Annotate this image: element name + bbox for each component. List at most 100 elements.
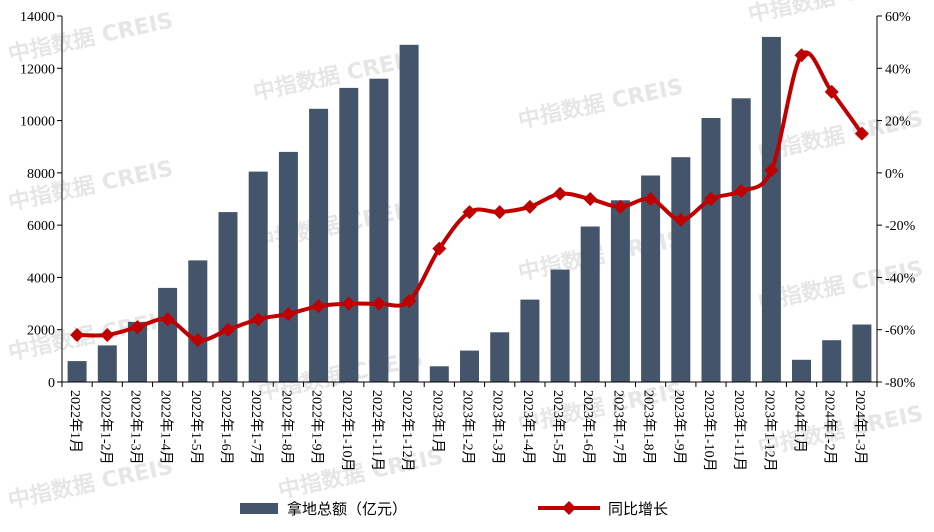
y-left-tick-label: 0 bbox=[48, 376, 55, 391]
legend: 拿地总额（亿元） 同比增长 bbox=[240, 500, 668, 518]
legend-bar-label: 拿地总额（亿元） bbox=[287, 500, 407, 518]
bar bbox=[128, 321, 147, 382]
line-point bbox=[673, 212, 688, 227]
x-tick-label: 2024年1月 bbox=[792, 390, 808, 453]
bar bbox=[520, 299, 540, 382]
legend-line-label: 同比增长 bbox=[608, 501, 668, 518]
bar bbox=[641, 175, 661, 382]
bar bbox=[610, 200, 630, 382]
watermark-text: 中指数据 CREIS bbox=[6, 156, 176, 216]
bar bbox=[731, 98, 751, 383]
line-point bbox=[764, 163, 779, 178]
y-right-tick-label: -40% bbox=[885, 271, 916, 286]
bar bbox=[490, 332, 510, 382]
line-point bbox=[734, 184, 749, 199]
x-tick-label: 2023年1-6月 bbox=[580, 390, 596, 465]
line-series bbox=[70, 48, 869, 348]
bar bbox=[429, 366, 449, 382]
x-tick-label: 2022年1-9月 bbox=[309, 390, 325, 465]
x-tick-label: 2022年1-3月 bbox=[127, 390, 143, 465]
x-tick-label: 2022年1-8月 bbox=[278, 390, 294, 465]
bar bbox=[309, 108, 329, 383]
line-point bbox=[221, 322, 236, 337]
bar bbox=[460, 350, 479, 382]
y-left-tick-label: 2000 bbox=[27, 324, 55, 339]
line-point bbox=[130, 320, 145, 335]
bar bbox=[701, 118, 721, 382]
line-point bbox=[341, 296, 356, 311]
x-tick-label: 2024年1-2月 bbox=[822, 390, 838, 465]
watermark-text: 中指数据 CREIS bbox=[251, 196, 421, 256]
line-point bbox=[553, 186, 568, 201]
x-tick-label: 2023年1月 bbox=[429, 390, 445, 453]
line-point bbox=[190, 333, 205, 348]
line-point bbox=[100, 327, 115, 342]
line-point bbox=[794, 48, 809, 63]
x-tick-label: 2023年1-11月 bbox=[731, 390, 747, 471]
watermark-text: 中指数据 CREIS bbox=[276, 444, 446, 504]
line-point bbox=[402, 293, 417, 308]
line-point bbox=[522, 199, 537, 214]
bar bbox=[580, 226, 600, 382]
bar bbox=[369, 78, 389, 382]
bar bbox=[399, 44, 419, 383]
x-axis-labels: 2022年1月 2022年1-2月 2022年1-3月 2022年1-4月 2022年1… bbox=[67, 390, 868, 472]
bar bbox=[550, 269, 570, 382]
y-right-tick-label: 40% bbox=[885, 62, 911, 77]
y-left-tick-label: 10000 bbox=[20, 115, 55, 130]
x-tick-label: 2023年1-7月 bbox=[610, 390, 626, 465]
x-tick-label: 2024年1-3月 bbox=[852, 390, 868, 465]
y-right-tick-label: -60% bbox=[885, 324, 916, 339]
y-right-tick-label: 0% bbox=[885, 167, 904, 182]
x-tick-label: 2023年1-2月 bbox=[460, 390, 476, 465]
line-point bbox=[70, 327, 85, 342]
line-point bbox=[703, 192, 718, 206]
line-point bbox=[432, 241, 447, 256]
bar bbox=[67, 361, 87, 382]
line-point bbox=[854, 126, 869, 141]
bar bbox=[97, 345, 117, 382]
line-point bbox=[251, 312, 266, 327]
line-point bbox=[281, 307, 296, 322]
bar bbox=[339, 87, 359, 383]
y-right-tick-label: 60% bbox=[885, 10, 911, 25]
y-right-tick-label: 20% bbox=[885, 115, 911, 130]
bar bbox=[158, 287, 178, 382]
y-left-tick-label: 8000 bbox=[27, 167, 55, 182]
watermark-text: 中指数据 CREIS bbox=[6, 454, 176, 514]
y-right-tick-label: -20% bbox=[885, 219, 916, 234]
x-tick-label: 2022年1-5月 bbox=[188, 390, 204, 465]
x-tick-label: 2023年1-5月 bbox=[550, 390, 566, 465]
bar bbox=[792, 359, 811, 382]
x-tick-label: 2023年1-9月 bbox=[671, 390, 687, 465]
axes: 0 2000 4000 6000 8000 10000 12000 14000 -80% -60%… bbox=[20, 10, 916, 391]
y-right-tick-label: -80% bbox=[885, 376, 916, 391]
x-tick-label: 2022年1-4月 bbox=[158, 390, 174, 465]
bar bbox=[822, 340, 842, 382]
x-tick-label: 2022年1-10月 bbox=[339, 390, 355, 472]
bar bbox=[671, 157, 691, 382]
x-tick-label: 2023年1-3月 bbox=[490, 390, 506, 465]
y-left-tick-label: 6000 bbox=[27, 219, 55, 234]
x-tick-label: 2022年1-11月 bbox=[369, 390, 385, 471]
x-tick-label: 2022年1-2月 bbox=[97, 390, 113, 465]
watermark-text: 中指数据 CREIS bbox=[756, 401, 926, 461]
line-point bbox=[371, 296, 386, 311]
bar bbox=[761, 36, 781, 383]
y-left-tick-label: 14000 bbox=[20, 10, 55, 25]
legend-line-marker bbox=[562, 501, 576, 515]
bar bbox=[852, 324, 872, 382]
watermark-text: 中指数据 CREIS bbox=[516, 378, 686, 438]
line-point bbox=[583, 192, 598, 206]
legend-bar-swatch bbox=[240, 503, 278, 514]
y-left-tick-label: 12000 bbox=[20, 62, 55, 77]
watermark-text: 中指数据 CREIS bbox=[251, 46, 421, 106]
bar bbox=[248, 171, 268, 382]
x-tick-label: 2023年1-4月 bbox=[520, 390, 536, 465]
x-tick-label: 2022年1月 bbox=[67, 390, 83, 453]
x-tick-label: 2023年1-8月 bbox=[641, 390, 657, 465]
bar bbox=[218, 212, 238, 382]
y-left-tick-label: 4000 bbox=[27, 271, 55, 286]
line-point bbox=[613, 199, 628, 214]
